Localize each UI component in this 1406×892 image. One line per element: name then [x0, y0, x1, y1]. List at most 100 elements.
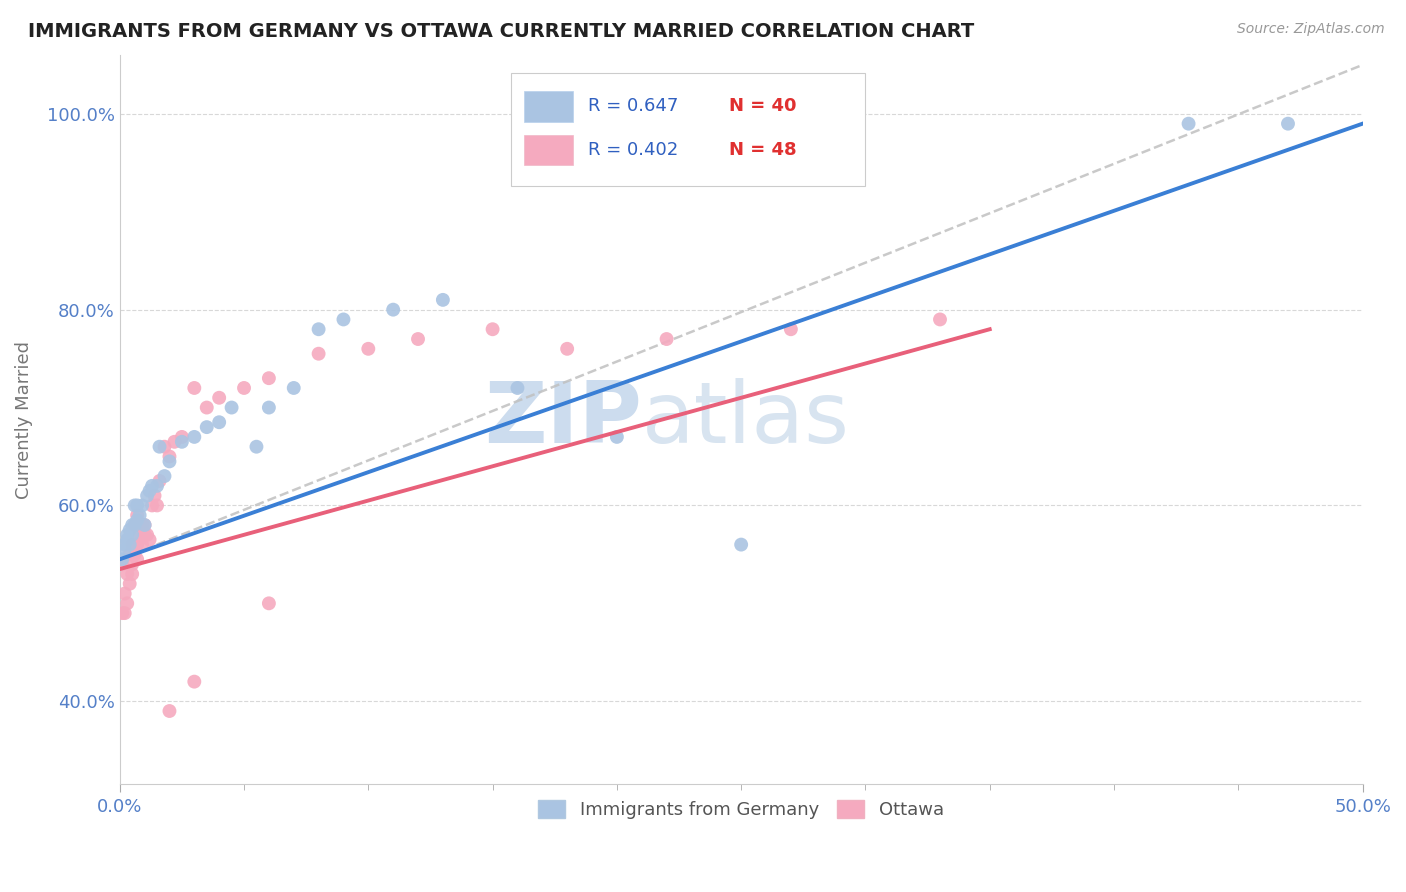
Point [131, 538, 153, 552]
Point [170, 430, 193, 444]
Point [606, 430, 628, 444]
Point [131, 499, 153, 513]
Point [124, 518, 146, 533]
Point [153, 469, 176, 483]
Point [115, 528, 138, 542]
Point [114, 542, 136, 557]
Point [555, 342, 578, 356]
Point [233, 381, 256, 395]
Point [183, 674, 205, 689]
Point [221, 401, 243, 415]
Point [127, 508, 149, 523]
Point [283, 381, 305, 395]
Point [195, 420, 218, 434]
Point [332, 312, 354, 326]
Point [124, 499, 146, 513]
FancyBboxPatch shape [523, 135, 574, 165]
Point [138, 483, 160, 498]
Point [121, 557, 143, 571]
Point [159, 450, 181, 464]
Point [1177, 117, 1199, 131]
Legend: Immigrants from Germany, Ottawa: Immigrants from Germany, Ottawa [531, 793, 950, 827]
Point [118, 523, 141, 537]
Point [114, 586, 136, 600]
Point [118, 538, 141, 552]
Point [929, 312, 952, 326]
Point [124, 518, 146, 533]
Point [128, 508, 150, 523]
Point [159, 454, 181, 468]
Point [163, 434, 186, 449]
Point [257, 371, 280, 385]
Point [406, 332, 429, 346]
Point [138, 533, 160, 547]
Point [146, 479, 169, 493]
Point [183, 381, 205, 395]
Point [146, 499, 169, 513]
Point [121, 566, 143, 581]
Point [195, 401, 218, 415]
Point [257, 596, 280, 610]
Text: atlas: atlas [641, 378, 849, 461]
Point [208, 415, 231, 429]
Point [127, 538, 149, 552]
Point [115, 596, 138, 610]
Point [127, 499, 149, 513]
Point [141, 479, 163, 493]
Text: R = 0.647: R = 0.647 [588, 97, 679, 115]
Point [170, 434, 193, 449]
Point [128, 518, 150, 533]
Point [432, 293, 454, 307]
Text: R = 0.402: R = 0.402 [588, 141, 679, 159]
Text: IMMIGRANTS FROM GERMANY VS OTTAWA CURRENTLY MARRIED CORRELATION CHART: IMMIGRANTS FROM GERMANY VS OTTAWA CURREN… [28, 22, 974, 41]
Point [111, 557, 134, 571]
Point [506, 381, 529, 395]
Point [111, 552, 134, 566]
Point [382, 302, 405, 317]
FancyBboxPatch shape [523, 91, 574, 121]
Point [257, 401, 280, 415]
Point [114, 538, 136, 552]
Point [115, 566, 138, 581]
Y-axis label: Currently Married: Currently Married [15, 341, 32, 499]
Point [655, 332, 678, 346]
Point [148, 440, 170, 454]
Point [128, 528, 150, 542]
Point [245, 440, 267, 454]
Point [136, 489, 159, 503]
Text: N = 40: N = 40 [728, 97, 796, 115]
Point [121, 538, 143, 552]
Point [308, 322, 330, 336]
Point [134, 518, 156, 533]
Point [153, 440, 176, 454]
FancyBboxPatch shape [512, 73, 866, 186]
Point [183, 430, 205, 444]
Point [308, 347, 330, 361]
Point [1277, 117, 1299, 131]
Point [111, 606, 134, 620]
Text: ZIP: ZIP [484, 378, 641, 461]
Point [143, 489, 166, 503]
Point [114, 606, 136, 620]
Point [134, 518, 156, 533]
Point [148, 474, 170, 488]
Point [121, 528, 143, 542]
Point [131, 518, 153, 533]
Point [730, 538, 752, 552]
Point [208, 391, 231, 405]
Point [121, 518, 143, 533]
Point [136, 528, 159, 542]
Point [127, 513, 149, 527]
Point [481, 322, 503, 336]
Point [118, 576, 141, 591]
Point [127, 552, 149, 566]
Point [159, 704, 181, 718]
Point [118, 548, 141, 562]
Text: Source: ZipAtlas.com: Source: ZipAtlas.com [1237, 22, 1385, 37]
Point [134, 528, 156, 542]
Point [115, 533, 138, 547]
Point [357, 342, 380, 356]
Text: N = 48: N = 48 [728, 141, 796, 159]
Point [779, 322, 801, 336]
Point [124, 548, 146, 562]
